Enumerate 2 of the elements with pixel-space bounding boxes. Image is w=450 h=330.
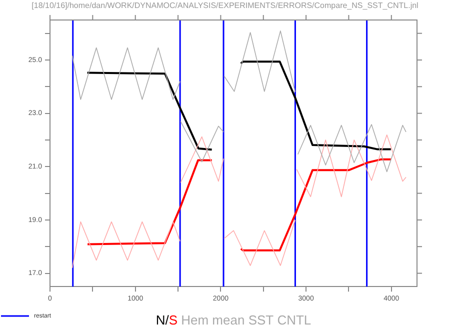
chart-title: N/S Hem mean SST CNTL: [156, 312, 312, 328]
text: [18/10/16]/home/dan/WORK/DYNAMOC/ANALYSIS/EXPERIMENTS/ERRORS/Compare_NS_SST_CNTL.jnl: [32, 1, 419, 10]
